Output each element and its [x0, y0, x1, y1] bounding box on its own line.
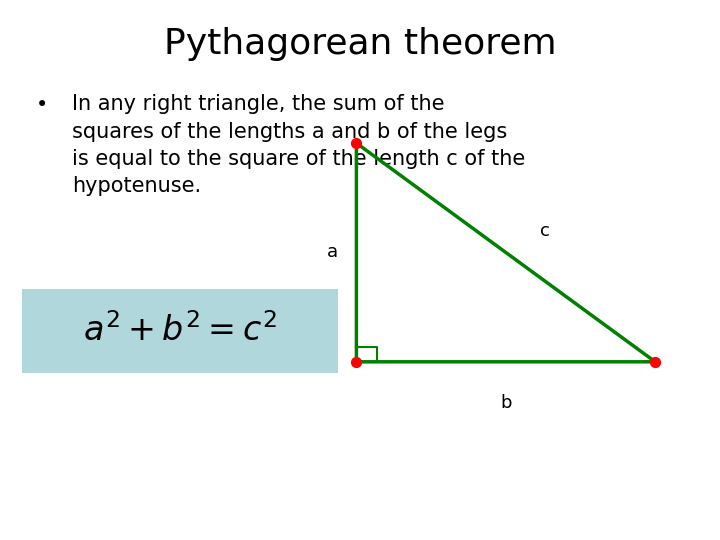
Text: •: •	[36, 94, 48, 114]
Text: a: a	[328, 244, 338, 261]
Point	[649, 357, 661, 366]
Text: In any right triangle, the sum of the
squares of the lengths a and b of the legs: In any right triangle, the sum of the sq…	[72, 94, 526, 196]
Text: b: b	[500, 394, 511, 412]
Text: c: c	[541, 222, 550, 240]
Text: $a^2 + b^2 = c^2$: $a^2 + b^2 = c^2$	[83, 313, 277, 348]
Point	[351, 139, 362, 147]
Text: Pythagorean theorem: Pythagorean theorem	[163, 27, 557, 61]
Bar	[22, 289, 338, 373]
Point	[351, 357, 362, 366]
